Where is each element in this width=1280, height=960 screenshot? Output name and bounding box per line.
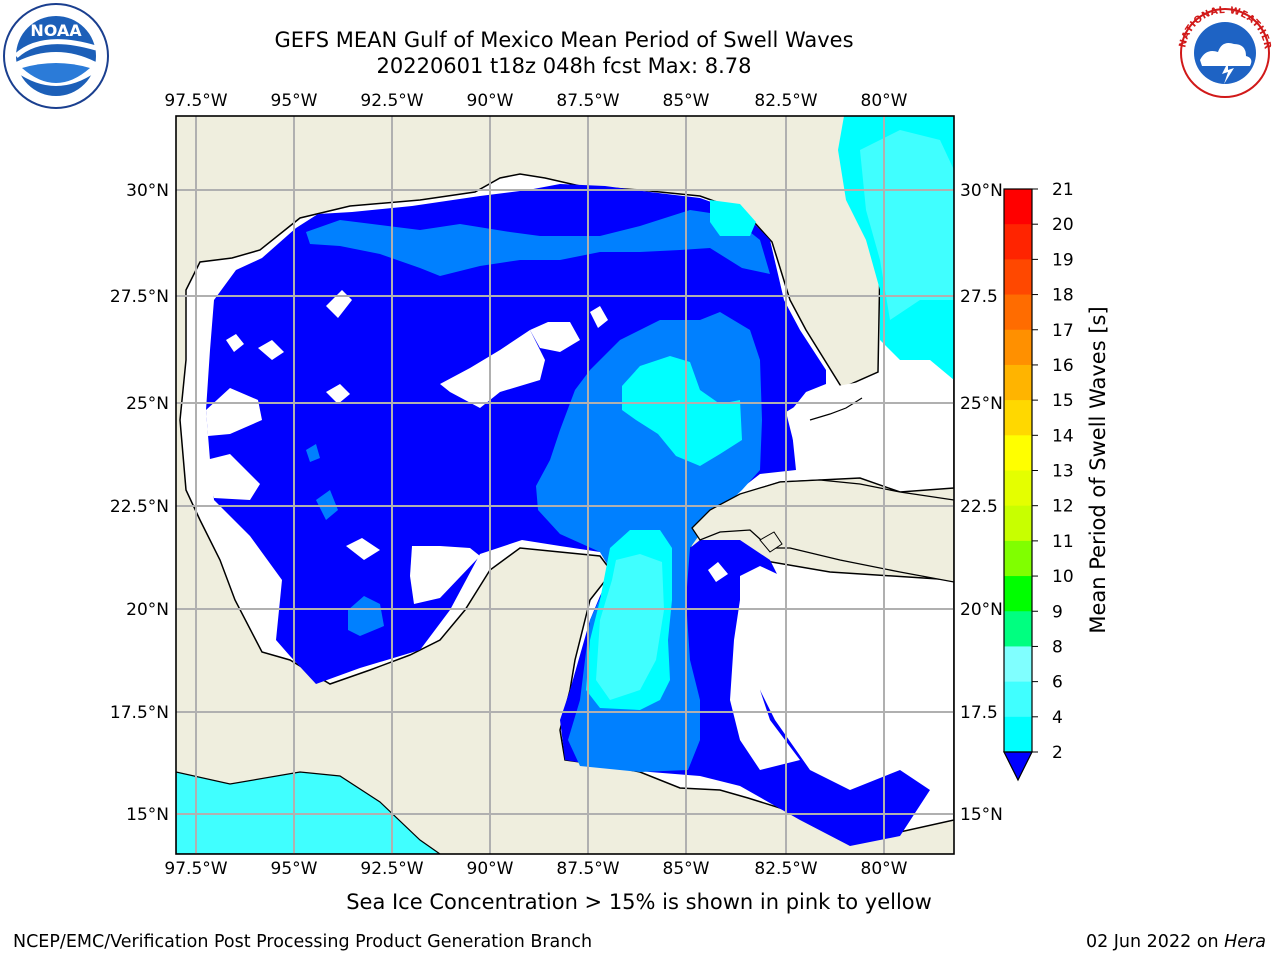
lon-label: 92.5°W (360, 859, 423, 879)
lon-label: 87.5°W (556, 859, 619, 879)
colorbar-segment (1004, 470, 1032, 507)
lon-label: 90°W (467, 859, 514, 879)
noaa-logo-text: NOAA (30, 21, 82, 40)
colorbar-segment (1004, 435, 1032, 471)
lon-label: 90°W (467, 91, 514, 111)
lon-labels-bottom: 97.5°W 95°W 92.5°W 90°W 87.5°W 85°W 82.5… (164, 859, 907, 879)
colorbar-tick-label: 21 (1052, 180, 1074, 200)
low-value-holes (206, 290, 940, 770)
colorbar-tick-label: 11 (1052, 532, 1074, 552)
lat-labels-left: 30°N 27.5°N 25°N 22.5°N 20°N 17.5°N 15°N (110, 181, 169, 825)
colorbar-segment (1004, 259, 1032, 296)
colorbar-tick-label: 2 (1052, 743, 1063, 763)
lon-label: 87.5°W (556, 91, 619, 111)
lat-label: 30°N (960, 181, 1003, 201)
lat-label: 27.5 (960, 287, 998, 307)
lon-label: 80°W (861, 91, 908, 111)
colorbar-tick-label: 8 (1052, 637, 1063, 657)
lat-labels-right: 30°N 27.5 25°N 22.5 20°N 17.5 15°N (960, 181, 1003, 825)
sea-ice-note-text: Sea Ice Concentration > 15% is shown in … (346, 890, 932, 914)
colorbar-segment (1004, 294, 1032, 331)
band-4-6s-islands (306, 444, 384, 636)
map-frame (175, 115, 955, 855)
colorbar-segment (1004, 189, 1032, 225)
credit-date: 02 Jun 2022 on Hera (1086, 932, 1266, 952)
colorbar-tick-label: 14 (1052, 426, 1074, 446)
lon-label: 97.5°W (164, 91, 227, 111)
colorbar: 21 20 19 18 17 16 15 14 13 12 11 10 9 8 6 4 2 (1003, 180, 1074, 782)
lat-label: 17.5 (960, 703, 998, 723)
colorbar-tick-label: 20 (1052, 215, 1074, 235)
lat-label: 17.5°N (110, 703, 169, 723)
colorbar-segment (1004, 576, 1032, 612)
colorbar-segment (1004, 329, 1032, 366)
band-6-8s (622, 356, 742, 466)
lat-label: 20°N (960, 600, 1003, 620)
lon-label: 82.5°W (754, 859, 817, 879)
colorbar-tick-label: 17 (1052, 321, 1074, 341)
lon-label: 85°W (663, 859, 710, 879)
colorbar-tick-label: 4 (1052, 708, 1063, 728)
band-8-9s (596, 554, 664, 700)
lon-label: 95°W (271, 859, 318, 879)
colorbar-segment (1004, 224, 1032, 260)
colorbar-segment (1004, 364, 1032, 401)
colorbar-segment (1004, 505, 1032, 542)
map-title: GEFS MEAN Gulf of Mexico Mean Period of … (274, 28, 854, 52)
colorbar-tick-label: 18 (1052, 286, 1074, 306)
lat-label: 15°N (126, 805, 169, 825)
lat-label: 25°N (126, 394, 169, 414)
band-4-6s-north (306, 210, 770, 276)
credit-date-text: 02 Jun 2022 on (1085, 932, 1225, 952)
colorbar-tick-label: 16 (1052, 356, 1074, 376)
lon-label: 92.5°W (360, 91, 423, 111)
lon-label: 97.5°W (164, 859, 227, 879)
colorbar-tick-label: 6 (1052, 673, 1063, 693)
credit-branch: NCEP/EMC/Verification Post Processing Pr… (13, 932, 593, 952)
colorbar-title: Mean Period of Swell Waves [s] (1086, 306, 1110, 634)
noaa-logo: NOAA (3, 3, 109, 109)
map-frame-content (176, 116, 954, 854)
lat-label: 20°N (126, 600, 169, 620)
lon-label: 85°W (663, 91, 710, 111)
sea-ice-note: Sea Ice Concentration > 15% is shown in … (0, 890, 1280, 914)
colorbar-segment (1004, 400, 1032, 436)
lat-label: 27.5°N (110, 287, 169, 307)
colorbar-tick-label: 19 (1052, 250, 1074, 270)
colorbar-tick-label: 12 (1052, 497, 1074, 517)
lon-label: 95°W (271, 91, 318, 111)
lon-labels-top: 97.5°W 95°W 92.5°W 90°W 87.5°W 85°W 82.5… (164, 91, 907, 111)
colorbar-tick-label: 13 (1052, 462, 1074, 482)
lat-label: 22.5°N (110, 497, 169, 517)
lat-label: 30°N (126, 181, 169, 201)
isle-of-youth (759, 531, 783, 553)
colorbar-extend-min (1003, 751, 1033, 782)
nws-logo: NATIONAL WEATHER SERVICE (1172, 4, 1273, 98)
credit-host: Hera (1224, 932, 1266, 952)
colorbar-segment (1004, 716, 1032, 753)
map-subtitle: 20220601 t18z 048h fcst Max: 8.78 (376, 54, 752, 78)
colorbar-segment (1004, 681, 1032, 718)
colorbar-segment (1004, 646, 1032, 683)
colorbar-tick-label: 9 (1052, 602, 1063, 622)
colorbar-tick-label: 15 (1052, 391, 1074, 411)
lat-label: 25°N (960, 394, 1003, 414)
lon-label: 82.5°W (754, 91, 817, 111)
colorbar-tick-label: 10 (1052, 567, 1074, 587)
band-6-8s-north (710, 200, 756, 236)
colorbar-segment (1004, 611, 1032, 647)
lat-label: 15°N (960, 805, 1003, 825)
lon-label: 80°W (861, 859, 908, 879)
lat-label: 22.5 (960, 497, 998, 517)
graticule (176, 116, 954, 854)
colorbar-segment (1004, 540, 1032, 577)
